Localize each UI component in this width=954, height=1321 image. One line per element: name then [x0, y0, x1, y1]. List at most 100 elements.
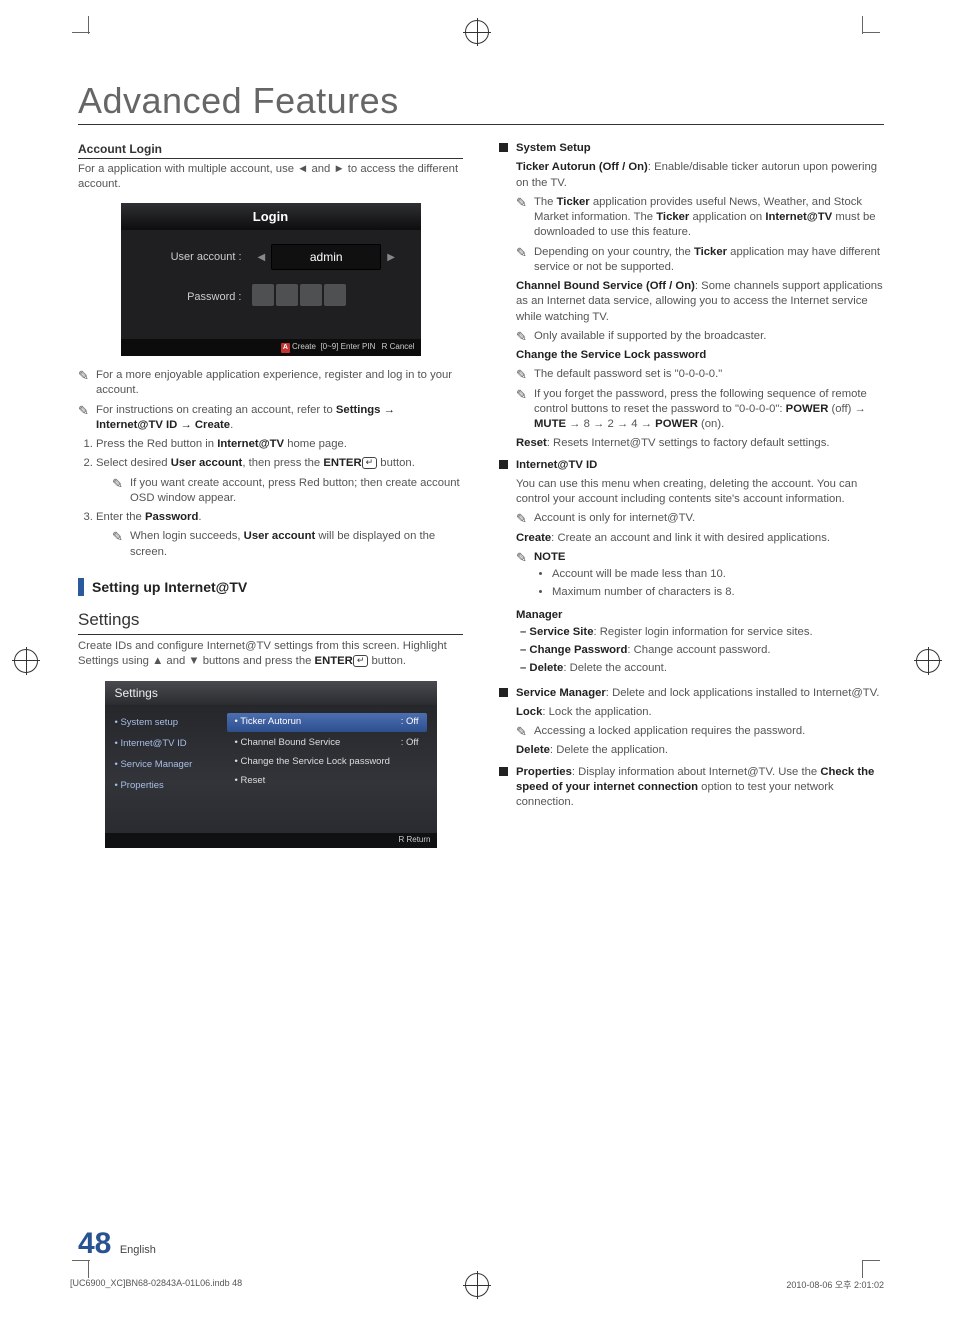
note-icon: ✎: [516, 329, 534, 344]
registration-mark-right: [916, 649, 940, 673]
settings-main: • Ticker Autorun : Off • Channel Bound S…: [223, 705, 437, 833]
crop-mark: [862, 1260, 880, 1261]
crop-mark: [862, 32, 880, 33]
crop-mark: [862, 1260, 863, 1278]
sidebar-item-properties[interactable]: • Properties: [113, 776, 215, 797]
doc-timestamp: 2010-08-06 오후 2:01:02: [786, 1278, 884, 1291]
manager-list: Service Site: Register login information…: [516, 625, 884, 677]
user-account-value[interactable]: admin: [271, 244, 381, 270]
service-manager-section: Service Manager: Delete and lock applica…: [499, 686, 884, 759]
page-title: Advanced Features: [78, 80, 884, 125]
settings-sidebar: • System setup • Internet@TV ID • Servic…: [105, 705, 223, 833]
row-channel-bound-service[interactable]: • Channel Bound Service : Off: [227, 734, 427, 753]
crop-mark: [88, 1260, 89, 1278]
square-bullet-icon: [499, 767, 508, 776]
note-icon: ✎: [78, 403, 96, 434]
step-3: Enter the Password. ✎ When login succeed…: [96, 510, 463, 560]
change-pw-heading: Change the Service Lock password: [516, 349, 706, 361]
login-footer-create: Create: [292, 342, 316, 351]
enter-icon: ↵: [362, 457, 378, 469]
user-account-label: User account :: [137, 250, 252, 265]
pw-note-1: ✎ The default password set is "0-0-0-0.": [516, 367, 884, 382]
sidebar-item-internet-tv-id[interactable]: • Internet@TV ID: [113, 734, 215, 755]
settings-screenshot: Settings • System setup • Internet@TV ID…: [105, 681, 437, 848]
login-title: Login: [121, 203, 421, 231]
create-note: ✎ NOTE Account will be made less than 10…: [516, 550, 884, 604]
note-register-text: For a more enjoyable application experie…: [96, 368, 463, 399]
ticker-autorun-label: Ticker Autorun (Off / On): [516, 161, 648, 173]
note-icon: ✎: [516, 550, 534, 604]
note-bullet-1: Account will be made less than 10.: [552, 567, 884, 582]
section-bar-icon: [78, 578, 84, 596]
system-setup-title: System Setup: [516, 142, 591, 154]
system-setup-section: System Setup Ticker Autorun (Off / On): …: [499, 141, 884, 452]
note-icon: ✎: [78, 368, 96, 399]
sidebar-item-system-setup[interactable]: • System setup: [113, 713, 215, 734]
row-change-service-lock-password[interactable]: • Change the Service Lock password: [227, 753, 427, 772]
page-footer: 48 English: [78, 1227, 156, 1261]
reset-label: Reset: [516, 437, 547, 449]
account-login-body: For a application with multiple account,…: [78, 162, 463, 193]
internet-tv-id-title: Internet@TV ID: [516, 459, 597, 471]
channel-bound-service-label: Channel Bound Service (Off / On): [516, 280, 695, 292]
chevron-right-icon[interactable]: ▶: [381, 251, 401, 265]
square-bullet-icon: [499, 688, 508, 697]
doc-path: [UC6900_XC]BN68-02843A-01L06.indb 48: [70, 1278, 242, 1291]
enter-icon: ↵: [353, 655, 369, 667]
sidebar-item-service-manager[interactable]: • Service Manager: [113, 755, 215, 776]
password-row: Password :: [137, 284, 405, 311]
settings-body: Create IDs and configure Internet@TV set…: [78, 639, 463, 670]
registration-mark-top: [465, 20, 489, 44]
manager-change-password: Change Password: Change account password…: [516, 643, 884, 658]
ticker-note-2: ✎ Depending on your country, the Ticker …: [516, 245, 884, 276]
note-icon: ✎: [516, 387, 534, 433]
note-create-account-text: For instructions on creating an account,…: [96, 403, 463, 434]
content-columns: Account Login For a application with mul…: [78, 135, 884, 854]
settings-screenshot-footer: R Return: [105, 833, 437, 848]
manager-delete: Delete: Delete the account.: [516, 661, 884, 676]
step-2-note: ✎ If you want create account, press Red …: [112, 476, 463, 507]
red-a-tag-icon: A: [281, 343, 290, 352]
chevron-left-icon[interactable]: ◀: [252, 251, 272, 265]
step-2: Select desired User account, then press …: [96, 456, 463, 506]
lock-label: Lock: [516, 706, 542, 718]
login-footer: ACreate [0~9] Enter PIN R Cancel: [121, 339, 421, 356]
lock-body: : Lock the application.: [542, 706, 651, 718]
properties-title: Properties: [516, 766, 572, 778]
login-footer-cancel: R Cancel: [382, 342, 415, 351]
sm-delete-body: : Delete the application.: [550, 744, 668, 756]
note-icon: ✎: [516, 511, 534, 526]
settings-screenshot-title: Settings: [105, 681, 437, 705]
note-icon: ✎: [516, 724, 534, 739]
pw-note-2: ✎ If you forget the password, press the …: [516, 387, 884, 433]
left-column: Account Login For a application with mul…: [78, 135, 463, 854]
login-footer-enterpin: [0~9] Enter PIN: [320, 342, 375, 351]
crop-mark: [862, 16, 863, 34]
account-login-heading: Account Login: [78, 141, 463, 159]
note-bullet-2: Maximum number of characters is 8.: [552, 585, 884, 600]
password-field[interactable]: [252, 284, 348, 311]
crop-mark: [88, 16, 89, 34]
note-icon: ✎: [112, 529, 130, 560]
create-body: : Create an account and link it with des…: [551, 532, 830, 544]
note-icon: ✎: [516, 195, 534, 241]
manager-heading: Manager: [516, 609, 562, 621]
internet-tv-id-note: ✎ Account is only for internet@TV.: [516, 511, 884, 526]
row-ticker-autorun[interactable]: • Ticker Autorun : Off: [227, 713, 427, 732]
settings-heading: Settings: [78, 609, 463, 635]
note-icon: ✎: [516, 367, 534, 382]
user-account-row: User account : ◀ admin ▶: [137, 244, 405, 270]
cbs-note: ✎ Only available if supported by the bro…: [516, 329, 884, 344]
password-label: Password :: [137, 290, 252, 305]
section-setting-up-internet-tv: Setting up Internet@TV: [78, 578, 463, 597]
internet-tv-id-section: Internet@TV ID You can use this menu whe…: [499, 458, 884, 680]
create-label: Create: [516, 532, 551, 544]
note-icon: ✎: [516, 245, 534, 276]
square-bullet-icon: [499, 143, 508, 152]
note-icon: ✎: [112, 476, 130, 507]
square-bullet-icon: [499, 460, 508, 469]
doc-info-bar: [UC6900_XC]BN68-02843A-01L06.indb 48 201…: [70, 1278, 884, 1291]
ticker-note-1: ✎ The Ticker application provides useful…: [516, 195, 884, 241]
row-reset[interactable]: • Reset: [227, 772, 427, 791]
login-steps: Press the Red button in Internet@TV home…: [78, 437, 463, 560]
